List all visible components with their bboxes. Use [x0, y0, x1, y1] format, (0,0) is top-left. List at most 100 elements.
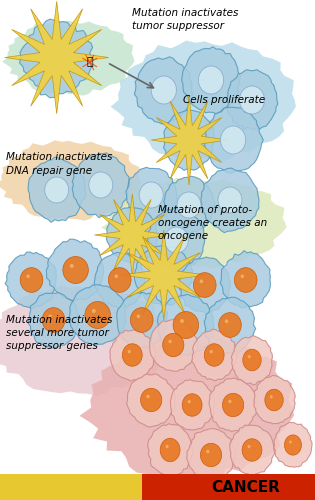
Ellipse shape	[49, 314, 52, 318]
Ellipse shape	[122, 344, 142, 366]
Ellipse shape	[219, 312, 241, 338]
Polygon shape	[192, 329, 237, 380]
Polygon shape	[231, 336, 272, 385]
Ellipse shape	[248, 445, 250, 448]
Ellipse shape	[92, 309, 96, 313]
Ellipse shape	[169, 340, 172, 343]
Ellipse shape	[225, 320, 228, 323]
Ellipse shape	[284, 435, 301, 455]
Polygon shape	[5, 252, 56, 308]
Polygon shape	[163, 176, 215, 234]
Polygon shape	[5, 1, 109, 114]
Ellipse shape	[177, 192, 201, 218]
Polygon shape	[20, 19, 93, 98]
Ellipse shape	[239, 86, 265, 114]
Text: 🔒: 🔒	[86, 58, 93, 68]
Polygon shape	[187, 428, 235, 482]
Ellipse shape	[210, 350, 213, 354]
Ellipse shape	[115, 274, 118, 278]
Ellipse shape	[242, 439, 262, 461]
Ellipse shape	[89, 172, 113, 198]
Polygon shape	[204, 108, 263, 173]
Polygon shape	[209, 378, 258, 432]
Polygon shape	[79, 336, 294, 482]
Ellipse shape	[163, 334, 184, 356]
Polygon shape	[0, 286, 170, 396]
Ellipse shape	[70, 264, 74, 268]
Ellipse shape	[160, 438, 180, 462]
Ellipse shape	[218, 187, 242, 213]
Ellipse shape	[206, 450, 209, 453]
Ellipse shape	[289, 440, 292, 444]
Polygon shape	[179, 257, 230, 313]
Polygon shape	[230, 425, 275, 476]
Polygon shape	[170, 380, 214, 430]
Ellipse shape	[193, 272, 216, 297]
Text: Mutation inactivates
tumor suppressor: Mutation inactivates tumor suppressor	[132, 8, 239, 30]
Bar	[0, 474, 315, 500]
Ellipse shape	[248, 355, 251, 358]
Ellipse shape	[204, 344, 224, 366]
Ellipse shape	[166, 444, 169, 448]
Polygon shape	[68, 285, 126, 345]
Polygon shape	[274, 422, 312, 467]
Ellipse shape	[42, 308, 65, 332]
Polygon shape	[135, 57, 192, 124]
Text: Cells proliferate: Cells proliferate	[183, 95, 265, 105]
Polygon shape	[226, 70, 278, 130]
Polygon shape	[121, 230, 206, 320]
Ellipse shape	[164, 227, 188, 253]
Polygon shape	[151, 95, 227, 185]
Ellipse shape	[200, 444, 222, 466]
Polygon shape	[94, 252, 146, 308]
Ellipse shape	[243, 349, 261, 371]
Text: CANCER: CANCER	[211, 480, 280, 494]
Ellipse shape	[20, 268, 43, 292]
Ellipse shape	[265, 389, 283, 411]
Polygon shape	[181, 46, 241, 114]
Ellipse shape	[128, 350, 131, 354]
Ellipse shape	[139, 182, 163, 208]
Ellipse shape	[198, 66, 224, 94]
Polygon shape	[158, 294, 214, 355]
Ellipse shape	[241, 274, 244, 278]
Polygon shape	[2, 20, 135, 96]
Polygon shape	[147, 208, 205, 272]
Ellipse shape	[228, 400, 232, 403]
Ellipse shape	[188, 400, 191, 404]
Polygon shape	[150, 319, 198, 372]
Ellipse shape	[140, 388, 162, 411]
Polygon shape	[254, 376, 295, 424]
Polygon shape	[163, 110, 215, 170]
Ellipse shape	[200, 280, 203, 283]
Ellipse shape	[220, 126, 246, 154]
Polygon shape	[117, 292, 168, 348]
Ellipse shape	[63, 256, 88, 283]
Ellipse shape	[108, 268, 131, 292]
Polygon shape	[220, 250, 271, 308]
Bar	[142, 474, 315, 500]
Polygon shape	[106, 207, 158, 262]
Polygon shape	[111, 40, 296, 161]
Ellipse shape	[151, 76, 176, 104]
Polygon shape	[72, 153, 129, 218]
Polygon shape	[46, 239, 104, 301]
Text: Mutation inactivates
DNA repair gene: Mutation inactivates DNA repair gene	[6, 152, 113, 176]
Polygon shape	[204, 297, 256, 353]
Ellipse shape	[45, 177, 69, 203]
Ellipse shape	[270, 395, 273, 398]
Polygon shape	[28, 292, 79, 348]
Text: Mutation inactivates
several more tumor
suppressor genes: Mutation inactivates several more tumor …	[6, 315, 113, 352]
Polygon shape	[127, 374, 175, 427]
Polygon shape	[201, 168, 259, 232]
Polygon shape	[148, 424, 193, 476]
Ellipse shape	[137, 314, 140, 318]
Ellipse shape	[130, 308, 153, 332]
Ellipse shape	[26, 274, 30, 278]
Polygon shape	[28, 157, 86, 222]
Polygon shape	[94, 194, 170, 276]
Ellipse shape	[222, 394, 244, 416]
Polygon shape	[0, 140, 141, 221]
Polygon shape	[126, 168, 177, 224]
Ellipse shape	[182, 394, 202, 416]
